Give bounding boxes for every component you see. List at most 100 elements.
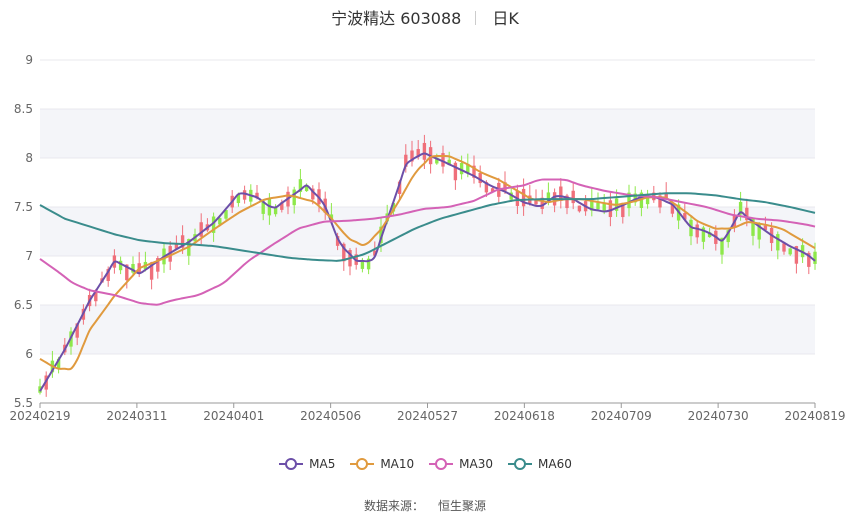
candle-body xyxy=(565,195,569,209)
candle-body xyxy=(447,159,451,165)
candle-body xyxy=(534,199,538,205)
legend-marker-icon xyxy=(350,458,375,470)
candle-body xyxy=(658,195,662,208)
candle-body xyxy=(236,194,241,204)
candle-body xyxy=(490,188,495,193)
candle-body xyxy=(174,244,179,249)
candle-body xyxy=(391,202,396,212)
candle-body xyxy=(478,173,482,184)
candle-body xyxy=(304,186,309,192)
candle-body xyxy=(701,227,706,242)
candle-body xyxy=(695,224,699,238)
x-tick-label: 20240730 xyxy=(688,409,749,423)
stock-name: 宁波精达 603088 xyxy=(331,9,462,28)
candle-body xyxy=(707,232,712,238)
candle-body xyxy=(218,218,222,225)
candle-body xyxy=(422,142,427,160)
legend-label: MA10 xyxy=(380,457,415,471)
candle-body xyxy=(484,182,489,193)
candle-body xyxy=(683,213,687,220)
period-label[interactable]: 日K xyxy=(492,9,519,28)
ma-line-ma30 xyxy=(39,178,816,306)
candle-body xyxy=(56,358,61,369)
data-source: 数据来源： 恒生聚源 xyxy=(0,497,850,514)
legend-label: MA5 xyxy=(309,457,336,471)
candle-body xyxy=(503,182,507,191)
candle-body xyxy=(149,262,154,280)
legend-item-ma30[interactable]: MA30 xyxy=(428,457,493,471)
legend-item-ma5[interactable]: MA5 xyxy=(278,457,335,471)
candle-body xyxy=(125,264,129,281)
y-tick-label: 6.5 xyxy=(14,298,33,312)
candle-body xyxy=(106,268,110,281)
candle-body xyxy=(441,153,445,167)
legend-marker-icon xyxy=(429,458,454,470)
candle-body xyxy=(664,193,668,199)
y-tick-label: 7 xyxy=(25,249,33,263)
x-tick-label: 20240618 xyxy=(494,409,555,423)
candle-body xyxy=(273,206,278,215)
chart-legend: MA5 MA10 MA30 MA60 xyxy=(0,457,850,474)
legend-marker-icon xyxy=(508,458,533,470)
y-tick-label: 8.5 xyxy=(14,102,33,116)
candle-body xyxy=(782,243,786,252)
kline-chart[interactable]: 5.5 6 6.5 7 7.5 8 8.5 9 20240219 20240311 20240401… xyxy=(0,0,850,450)
ma-line-ma5 xyxy=(39,152,816,392)
candle-body xyxy=(131,264,135,273)
source-value: 恒生聚源 xyxy=(438,499,487,513)
candle-body xyxy=(763,225,768,230)
x-tick-label: 20240709 xyxy=(591,409,652,423)
x-tick-label: 20240311 xyxy=(106,409,167,423)
candle-body xyxy=(670,204,675,214)
candle-body xyxy=(311,188,315,200)
candle-body xyxy=(118,260,123,271)
x-tick-label: 20240819 xyxy=(784,409,845,423)
candle-body xyxy=(509,192,513,200)
candle-body xyxy=(459,163,464,175)
candle-body xyxy=(466,163,470,174)
candle-body xyxy=(540,197,544,209)
ma-line-ma60 xyxy=(39,192,816,262)
candle-body xyxy=(261,201,265,214)
y-tick-label: 9 xyxy=(25,53,33,67)
candle-body xyxy=(280,202,284,210)
grid-band xyxy=(40,305,815,354)
candle-body xyxy=(224,210,228,219)
candle-body xyxy=(813,251,817,264)
candle-body xyxy=(633,193,637,203)
x-tick-label: 20240527 xyxy=(397,409,458,423)
candle-body xyxy=(298,179,303,192)
candle-body xyxy=(596,202,600,210)
candle-body xyxy=(410,150,414,162)
candle-body xyxy=(94,290,98,302)
candle-body xyxy=(335,235,340,246)
legend-marker-icon xyxy=(279,458,304,470)
candle-body xyxy=(745,207,749,221)
candle-body xyxy=(366,258,371,270)
candle-body xyxy=(627,192,631,209)
candle-body xyxy=(242,190,247,200)
candle-body xyxy=(608,200,613,218)
candle-body xyxy=(379,226,383,244)
candle-body xyxy=(180,235,185,248)
candle-body xyxy=(546,192,551,202)
x-tick-label: 20240219 xyxy=(9,409,70,423)
candle-body xyxy=(255,192,259,199)
candle-body xyxy=(776,234,780,251)
source-label: 数据来源： xyxy=(363,499,424,513)
candle-body xyxy=(329,214,334,220)
candle-body xyxy=(199,222,203,237)
candle-body xyxy=(571,190,575,204)
legend-item-ma60[interactable]: MA60 xyxy=(507,457,572,471)
candle-body xyxy=(521,188,526,207)
candle-body xyxy=(75,323,79,338)
candle-body xyxy=(720,237,724,255)
legend-item-ma10[interactable]: MA10 xyxy=(349,457,414,471)
candle-body xyxy=(360,260,365,269)
chart-title: 宁波精达 603088 日K xyxy=(0,5,850,29)
candle-body xyxy=(211,216,216,233)
x-tick-label: 20240401 xyxy=(203,409,264,423)
y-tick-label: 5.5 xyxy=(14,396,33,410)
candle-body xyxy=(738,201,743,215)
grid-band xyxy=(40,109,815,158)
